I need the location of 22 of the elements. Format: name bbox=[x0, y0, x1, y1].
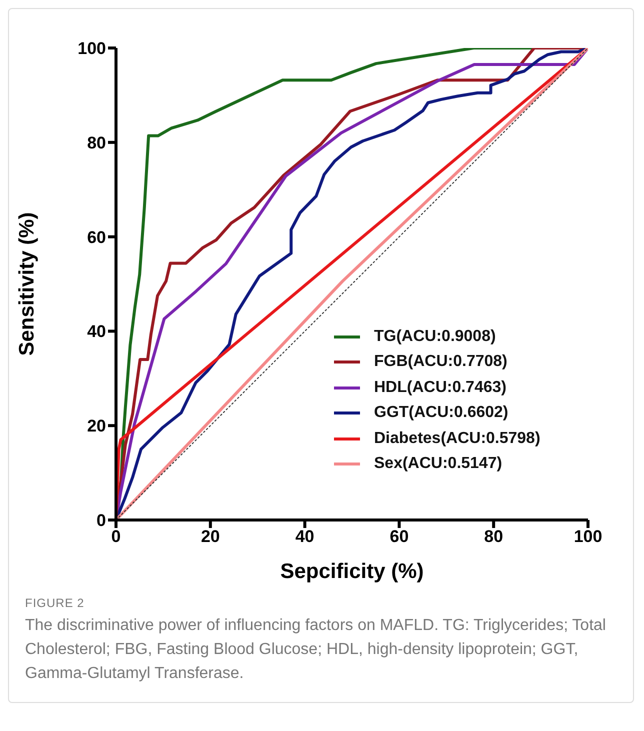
y-tick-label: 60 bbox=[87, 228, 106, 247]
y-axis-title: Sensitivity (%) bbox=[15, 212, 38, 356]
caption: FIGURE 2 bbox=[25, 596, 86, 610]
x-tick-label: 0 bbox=[111, 527, 121, 546]
y-tick-label: 20 bbox=[87, 416, 106, 436]
legend-label: HDL(ACU:0.7463) bbox=[374, 378, 506, 397]
x-tick-label: 60 bbox=[390, 527, 409, 546]
y-tick-label: 100 bbox=[78, 39, 106, 58]
y-tick-label: 0 bbox=[96, 511, 106, 530]
x-tick-label: 80 bbox=[484, 527, 504, 546]
legend-label: FGB(ACU:0.7708) bbox=[374, 353, 508, 372]
legend-label: Sex(ACU:0.5147) bbox=[374, 455, 502, 474]
y-tick-label: 40 bbox=[87, 322, 106, 342]
legend-label: Diabetes(ACU:0.5798) bbox=[374, 430, 540, 448]
y-tick-label: 80 bbox=[87, 133, 106, 152]
legend-label: TG(ACU:0.9008) bbox=[374, 328, 496, 346]
x-tick-label: 40 bbox=[295, 527, 314, 546]
x-axis-title: Sepcificity (%) bbox=[280, 560, 424, 583]
legend-label: GGT(ACU:0.6602) bbox=[374, 404, 508, 422]
x-tick-label: 100 bbox=[574, 527, 602, 546]
text: The discriminative power of influencing factors on MAFLD. TG: Triglycerides; Total Cholesterol; FBG, Fasting Blood Glucose; HDL, high-density lipoprotein; GGT, Gamma-Glutamyl Transferase. bbox=[25, 616, 607, 684]
x-tick-label: 20 bbox=[200, 527, 220, 546]
